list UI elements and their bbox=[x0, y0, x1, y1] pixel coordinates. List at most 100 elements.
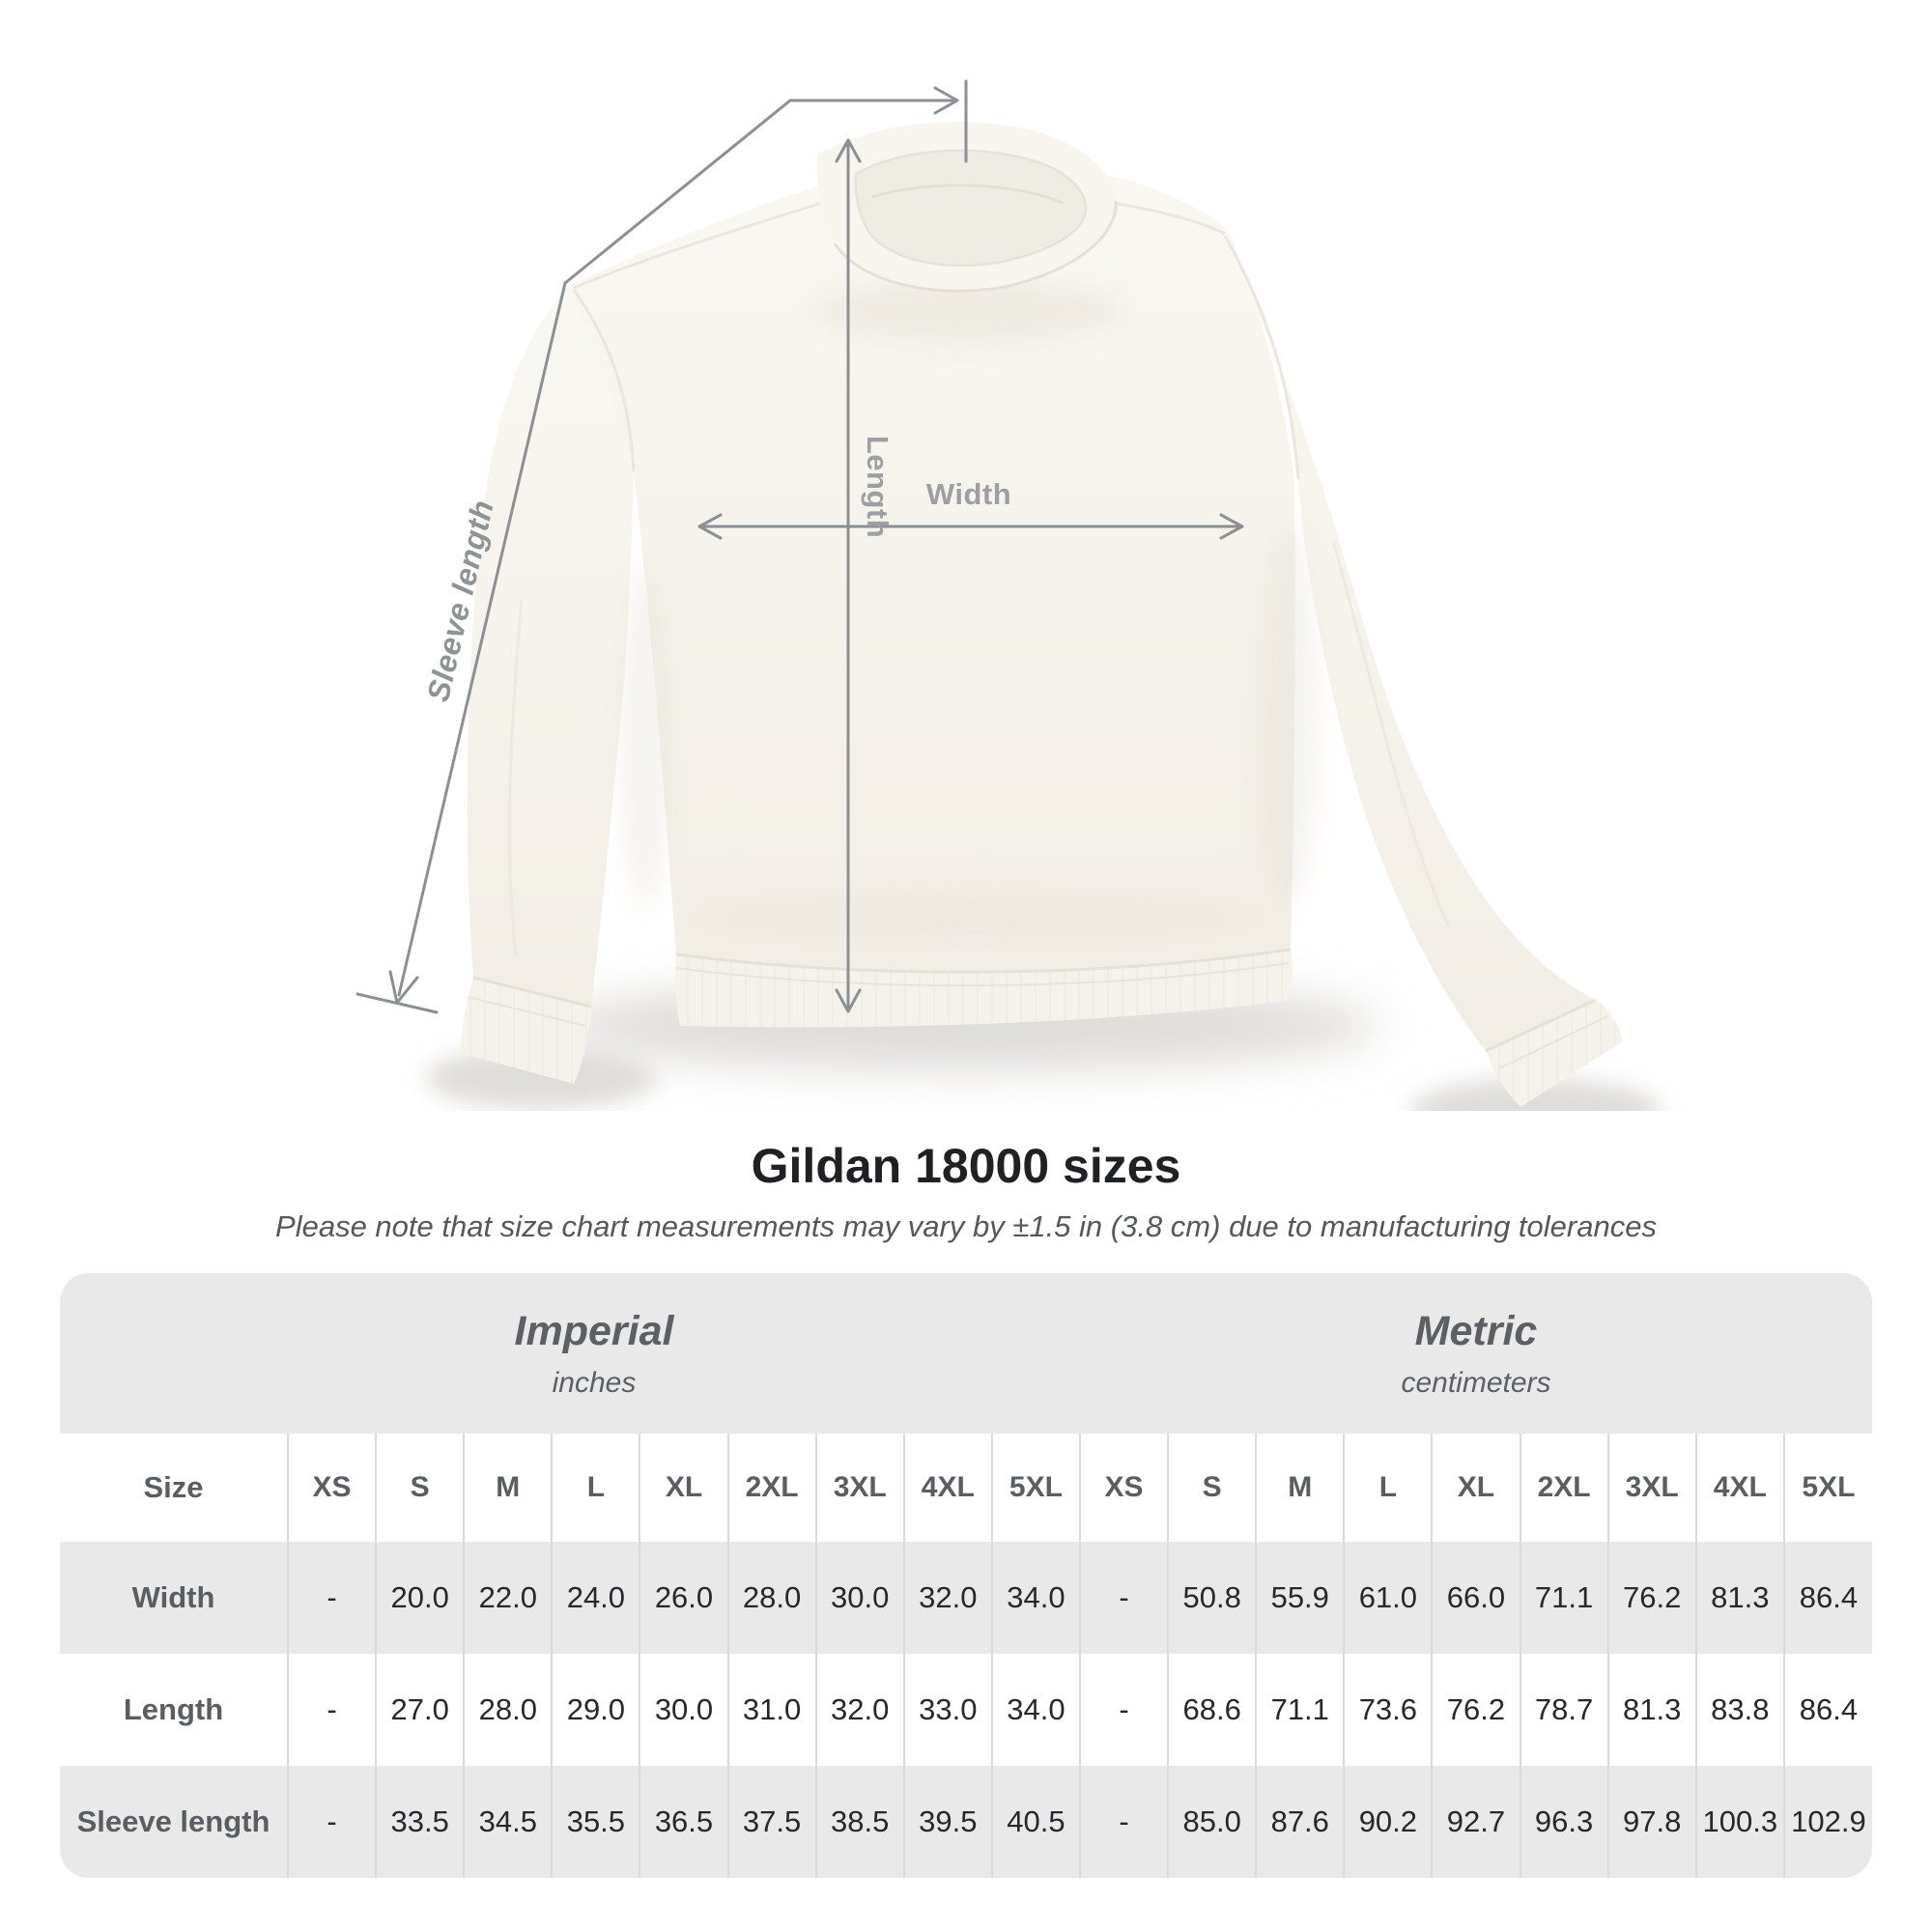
value-cell: 90.2 bbox=[1343, 1766, 1433, 1878]
sleeve-end-tick bbox=[355, 992, 439, 1014]
value-cell: 30.0 bbox=[814, 1542, 904, 1654]
right-sleeve bbox=[1198, 208, 1596, 1051]
value-cell: - bbox=[1078, 1654, 1169, 1766]
size-header-metric: 3XL bbox=[1606, 1434, 1696, 1542]
value-cell: 32.0 bbox=[814, 1654, 904, 1766]
size-table-card: Imperial inches Metric centimeters Size … bbox=[60, 1273, 1872, 1878]
value-cell: - bbox=[286, 1654, 377, 1766]
size-header-metric: L bbox=[1343, 1434, 1433, 1542]
value-cell: - bbox=[286, 1542, 377, 1654]
value-cell: 33.5 bbox=[375, 1766, 465, 1878]
length-dimension-label: Length bbox=[861, 435, 895, 539]
metric-label: Metric bbox=[1414, 1307, 1538, 1354]
imperial-unit-label: inches bbox=[552, 1366, 637, 1399]
value-cell: 78.7 bbox=[1519, 1654, 1608, 1766]
imperial-label: Imperial bbox=[514, 1307, 674, 1354]
width-row: Width - 20.0 22.0 24.0 26.0 28.0 30.0 32… bbox=[60, 1542, 1872, 1654]
sweatshirt-body bbox=[568, 161, 1295, 975]
value-cell: 22.0 bbox=[463, 1542, 553, 1654]
collar-outer-seam bbox=[833, 200, 1118, 293]
value-cell: 38.5 bbox=[814, 1766, 904, 1878]
value-cell: 81.3 bbox=[1606, 1654, 1696, 1766]
size-header-imperial: S bbox=[375, 1434, 465, 1542]
back-neck-seam bbox=[870, 184, 1064, 205]
hem-seam-2 bbox=[675, 962, 1290, 987]
value-cell: 31.0 bbox=[726, 1654, 816, 1766]
metric-group-header: Metric centimeters bbox=[1079, 1273, 1872, 1434]
size-header-row: Size XS S M L XL 2XL 3XL 4XL 5XL XS S M … bbox=[60, 1434, 1872, 1542]
value-cell: 24.0 bbox=[551, 1542, 640, 1654]
value-cell: 102.9 bbox=[1782, 1766, 1872, 1878]
fabric-shading bbox=[618, 278, 1320, 941]
sweatshirt-photo bbox=[355, 79, 1662, 1111]
hem-seam bbox=[675, 948, 1292, 974]
value-cell: 100.3 bbox=[1694, 1766, 1784, 1878]
imperial-group-header: Imperial inches bbox=[60, 1273, 1080, 1434]
shoulder-extension-line bbox=[563, 99, 792, 285]
value-cell: 28.0 bbox=[726, 1542, 816, 1654]
value-cell: 68.6 bbox=[1167, 1654, 1257, 1766]
right-cuff-seam-2 bbox=[1498, 1015, 1608, 1069]
metric-unit-label: centimeters bbox=[1401, 1366, 1551, 1399]
width-dimension-label: Width bbox=[925, 477, 1012, 511]
heading: Gildan 18000 sizes Please note that size… bbox=[0, 1138, 1932, 1244]
left-cuff-rib bbox=[460, 978, 591, 1084]
unit-group-row: Imperial inches Metric centimeters bbox=[60, 1273, 1872, 1434]
value-cell: 83.8 bbox=[1694, 1654, 1784, 1766]
value-cell: 85.0 bbox=[1167, 1766, 1257, 1878]
size-header-imperial: XL bbox=[639, 1434, 728, 1542]
value-cell: 39.5 bbox=[902, 1766, 992, 1878]
length-top-arrowhead bbox=[835, 138, 862, 163]
collar-inner-seam bbox=[854, 149, 1088, 268]
value-cell: 97.8 bbox=[1606, 1766, 1696, 1878]
size-header-metric: M bbox=[1255, 1434, 1345, 1542]
value-cell: 71.1 bbox=[1519, 1542, 1608, 1654]
value-cell: 86.4 bbox=[1782, 1654, 1872, 1766]
width-right-arrowhead bbox=[1219, 513, 1244, 540]
left-cuff-seam bbox=[472, 976, 592, 1009]
size-column-header: Size bbox=[60, 1434, 288, 1542]
value-cell: 26.0 bbox=[639, 1542, 728, 1654]
size-header-imperial: XS bbox=[286, 1434, 377, 1542]
value-cell: 33.0 bbox=[902, 1654, 992, 1766]
width-left-arrowhead bbox=[697, 513, 723, 540]
value-cell: 61.0 bbox=[1343, 1542, 1433, 1654]
size-diagram: Length Width Sleeve length bbox=[355, 79, 1662, 1111]
value-cell: 86.4 bbox=[1782, 1542, 1872, 1654]
value-cell: 32.0 bbox=[902, 1542, 992, 1654]
value-cell: - bbox=[1078, 1542, 1169, 1654]
value-cell: 81.3 bbox=[1694, 1542, 1784, 1654]
value-cell: 55.9 bbox=[1255, 1542, 1345, 1654]
right-cuff-rib bbox=[1486, 1000, 1623, 1107]
value-cell: 66.0 bbox=[1431, 1542, 1520, 1654]
seams bbox=[507, 199, 1451, 957]
row-label: Width bbox=[60, 1542, 288, 1654]
value-cell: 73.6 bbox=[1343, 1654, 1433, 1766]
length-row: Length - 27.0 28.0 29.0 30.0 31.0 32.0 3… bbox=[60, 1654, 1872, 1766]
value-cell: 34.5 bbox=[463, 1766, 553, 1878]
value-cell: 35.5 bbox=[551, 1766, 640, 1878]
value-cell: 30.0 bbox=[639, 1654, 728, 1766]
value-cell: 71.1 bbox=[1255, 1654, 1345, 1766]
size-header-imperial: 5XL bbox=[990, 1434, 1080, 1542]
value-cell: 34.0 bbox=[990, 1654, 1080, 1766]
length-bottom-arrowhead bbox=[835, 988, 862, 1013]
value-cell: 87.6 bbox=[1255, 1766, 1345, 1878]
size-header-metric: S bbox=[1167, 1434, 1257, 1542]
value-cell: 92.7 bbox=[1431, 1766, 1520, 1878]
value-cell: 50.8 bbox=[1167, 1542, 1257, 1654]
value-cell: 29.0 bbox=[551, 1654, 640, 1766]
collar bbox=[816, 122, 1118, 293]
size-header-imperial: M bbox=[463, 1434, 553, 1542]
size-header-metric: XL bbox=[1431, 1434, 1520, 1542]
size-header-metric: 5XL bbox=[1782, 1434, 1872, 1542]
value-cell: 76.2 bbox=[1606, 1542, 1696, 1654]
right-cuff-seam bbox=[1485, 998, 1597, 1053]
size-header-metric: XS bbox=[1078, 1434, 1169, 1542]
value-cell: 37.5 bbox=[726, 1766, 816, 1878]
size-header-imperial: 3XL bbox=[814, 1434, 904, 1542]
size-header-metric: 4XL bbox=[1694, 1434, 1784, 1542]
size-table: Imperial inches Metric centimeters Size … bbox=[60, 1273, 1872, 1878]
value-cell: 34.0 bbox=[990, 1542, 1080, 1654]
left-cuff-seam-2 bbox=[467, 996, 586, 1027]
